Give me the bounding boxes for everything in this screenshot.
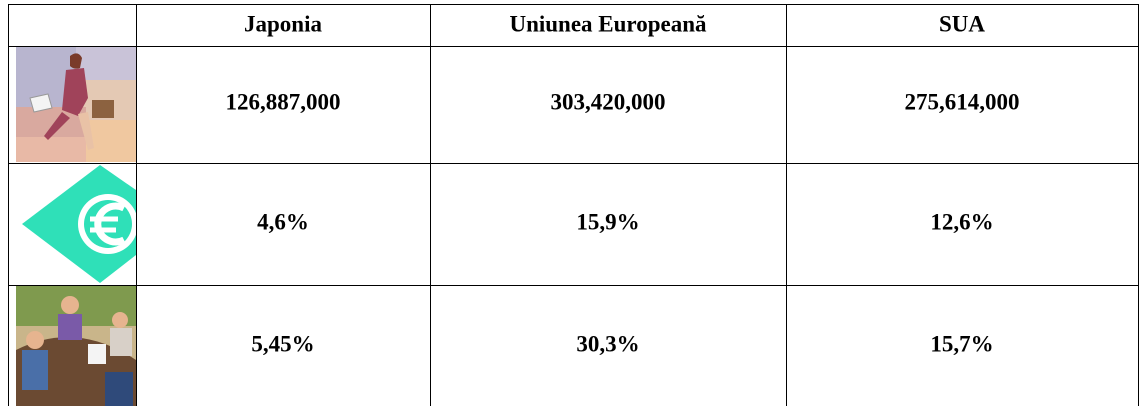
table-cell: 15,9% [576, 209, 639, 234]
table-cell: 12,6% [930, 209, 993, 234]
table-rules [8, 4, 1139, 406]
table-cell: 275,614,000 [905, 89, 1020, 114]
column-header: Uniunea Europeană [509, 11, 707, 36]
table-cell: 126,887,000 [226, 89, 341, 114]
table-cell: 15,7% [930, 331, 993, 356]
euro-icon [22, 165, 138, 283]
meeting-icon [16, 286, 136, 406]
column-header: Japonia [244, 11, 322, 36]
table-cell: 303,420,000 [551, 89, 666, 114]
column-header: SUA [939, 11, 985, 36]
table-cell: 30,3% [576, 331, 639, 356]
table-cell: 4,6% [257, 209, 309, 234]
table-cell: 5,45% [251, 331, 314, 356]
walking-woman-icon [16, 47, 136, 162]
